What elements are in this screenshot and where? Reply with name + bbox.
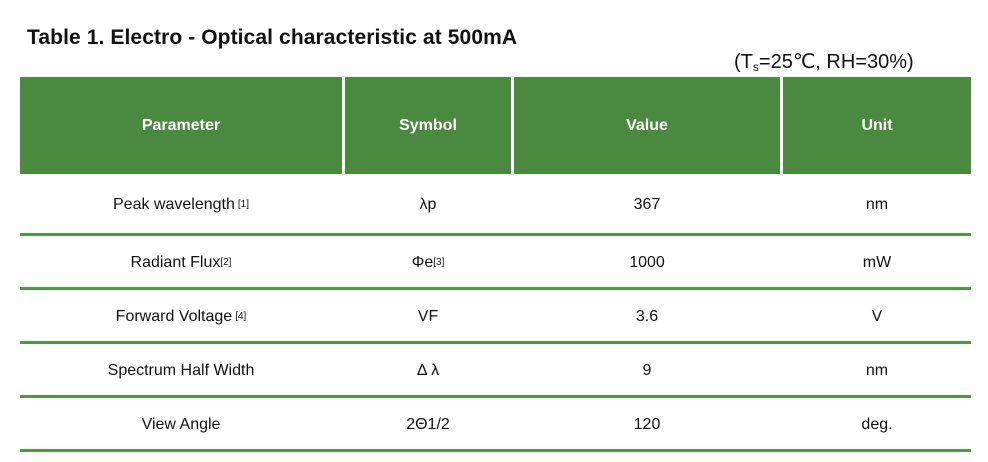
header-value: Value bbox=[514, 77, 780, 174]
parameter-text: Forward Voltage bbox=[115, 307, 233, 325]
conditions-subscript: s bbox=[752, 60, 759, 74]
header-parameter: Parameter bbox=[20, 77, 342, 174]
conditions-prefix: (T bbox=[734, 51, 753, 73]
symbol-text: 2Θ1/2 bbox=[406, 415, 450, 433]
cell-symbol: Δ λ bbox=[345, 344, 511, 395]
cell-parameter: Spectrum Half Width bbox=[20, 344, 342, 395]
cell-unit: nm bbox=[865, 195, 889, 213]
cell-value: 367 bbox=[633, 195, 661, 213]
cell-unit: nm bbox=[865, 361, 889, 379]
parameter-text: Radiant Flux bbox=[130, 253, 221, 271]
cell-unit: mW bbox=[862, 253, 892, 271]
cell-symbol: VF bbox=[345, 290, 511, 341]
symbol-text: λp bbox=[419, 195, 437, 213]
table-title: Table 1. Electro - Optical characteristi… bbox=[27, 26, 518, 49]
test-conditions: (Ts=25℃, RH=30%) bbox=[734, 49, 914, 74]
cell-value: 1000 bbox=[629, 253, 665, 271]
table-row: Radiant Flux [2] Φe [3] 1000 mW bbox=[20, 236, 971, 290]
cell-value: 9 bbox=[642, 361, 652, 379]
parameter-footnote: [4] bbox=[235, 311, 247, 322]
symbol-text: VF bbox=[417, 307, 439, 325]
parameter-text: View Angle bbox=[141, 415, 221, 433]
symbol-footnote: [3] bbox=[433, 257, 445, 268]
cell-symbol: λp bbox=[345, 174, 511, 233]
cell-value: 120 bbox=[633, 415, 661, 433]
conditions-suffix: =25℃, RH=30%) bbox=[758, 51, 914, 73]
parameter-text: Spectrum Half Width bbox=[107, 361, 255, 379]
table-row: Spectrum Half Width Δ λ 9 nm bbox=[20, 344, 971, 398]
header-unit: Unit bbox=[783, 77, 971, 174]
parameter-footnote: [2] bbox=[220, 257, 232, 268]
symbol-text: Φe bbox=[411, 253, 434, 271]
cell-value: 3.6 bbox=[635, 307, 659, 325]
cell-parameter: Radiant Flux [2] bbox=[20, 236, 342, 287]
characteristics-table: Parameter Symbol Value Unit Peak wavelen… bbox=[20, 77, 971, 452]
cell-parameter: Peak wavelength [1] bbox=[20, 174, 342, 233]
parameter-text: Peak wavelength bbox=[113, 195, 235, 213]
cell-unit: V bbox=[871, 307, 883, 325]
table-row: Peak wavelength [1] λp 367 nm bbox=[20, 174, 971, 236]
header-symbol: Symbol bbox=[345, 77, 511, 174]
cell-symbol: 2Θ1/2 bbox=[345, 398, 511, 449]
table-header-row: Parameter Symbol Value Unit bbox=[20, 77, 971, 174]
cell-parameter: Forward Voltage [4] bbox=[20, 290, 342, 341]
table-row: Forward Voltage [4] VF 3.6 V bbox=[20, 290, 971, 344]
cell-parameter: View Angle bbox=[20, 398, 342, 449]
symbol-text: Δ λ bbox=[416, 361, 440, 379]
parameter-footnote: [1] bbox=[237, 199, 249, 210]
cell-symbol: Φe [3] bbox=[345, 236, 511, 287]
table-row: View Angle 2Θ1/2 120 deg. bbox=[20, 398, 971, 452]
cell-unit: deg. bbox=[861, 415, 893, 433]
